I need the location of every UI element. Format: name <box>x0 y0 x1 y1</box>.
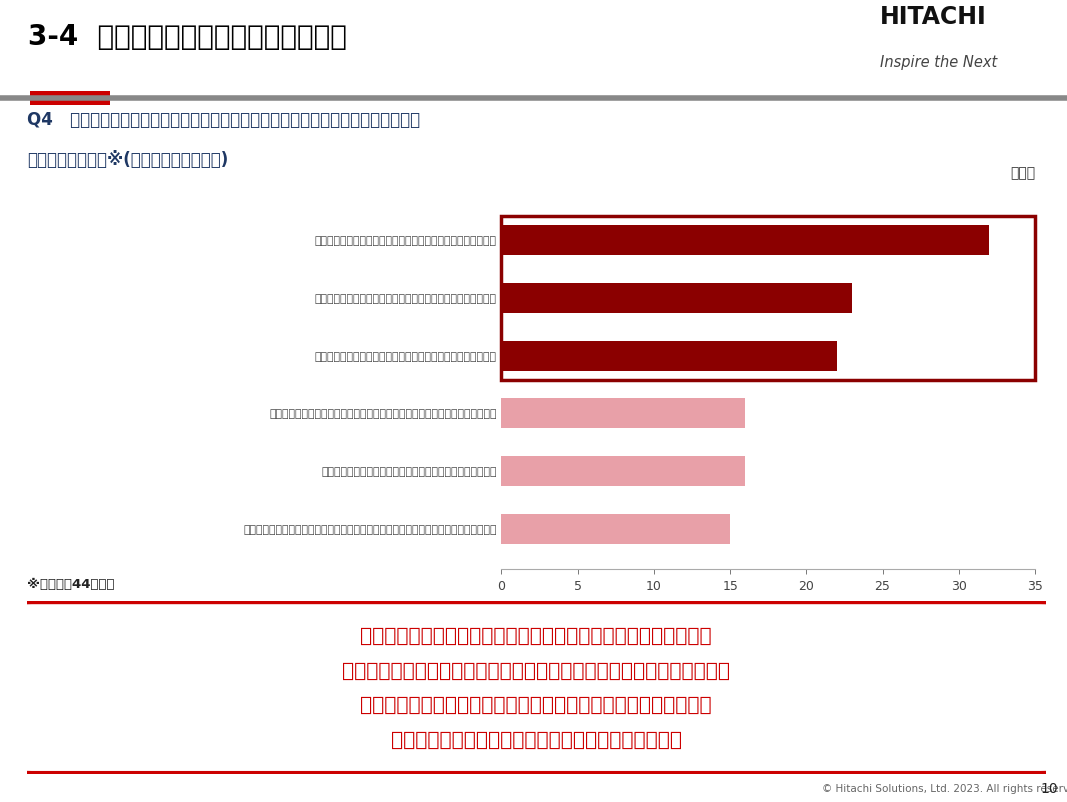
Text: Inspire the Next: Inspire the Next <box>880 55 998 70</box>
Text: 上司・同僚・部下とのコミュニケーション方法の変化に対応しなければならなくなった: 上司・同僚・部下とのコミュニケーション方法の変化に対応しなければならなくなった <box>243 524 497 534</box>
Text: 3-4  開発するプロジェクト内容の課題: 3-4 開発するプロジェクト内容の課題 <box>28 23 347 51</box>
Text: HITACHI: HITACHI <box>880 5 987 29</box>
Text: 10: 10 <box>1040 781 1058 796</box>
Bar <box>501 217 1035 380</box>
Text: Q4   勤務環境や、開発するプロジェクト内容が変化していく中で、新しく生まれた: Q4 勤務環境や、開発するプロジェクト内容が変化していく中で、新しく生まれた <box>27 111 419 128</box>
Bar <box>501 514 730 544</box>
Text: 新技術への対応に追われていることがわかりました。: 新技術への対応に追われていることがわかりました。 <box>391 730 682 749</box>
Bar <box>501 456 746 486</box>
Bar <box>501 226 989 256</box>
Text: 開発が求められるようになった」がもっとも多い結果に。また、新技術: 開発が求められるようになった」がもっとも多い結果に。また、新技術 <box>343 661 730 680</box>
Text: 社会情勢の変化に対応した勤務環境を用意する必要があった: 社会情勢の変化に対応した勤務環境を用意する必要があった <box>321 467 497 476</box>
Text: © Hitachi Solutions, Ltd. 2023. All rights reserved.: © Hitachi Solutions, Ltd. 2023. All righ… <box>822 784 1067 793</box>
Text: ※特にない44　除く: ※特にない44 除く <box>27 577 114 590</box>
FancyBboxPatch shape <box>16 602 1056 773</box>
Text: 今までになかった新しい技術の開発が求められるようになった: 今までになかった新しい技術の開発が求められるようになった <box>315 236 497 246</box>
Bar <box>501 284 853 314</box>
Text: に伴う予算・人材の獲得が同時に求められており、自動車業界は: に伴う予算・人材の獲得が同時に求められており、自動車業界は <box>361 695 712 715</box>
Text: 新しい技術開発のために必要な人材を獲得する必要が生まれた: 新しい技術開発のために必要な人材を獲得する必要が生まれた <box>315 351 497 361</box>
Text: 課題は何ですか。※(お答えはいくつでも): 課題は何ですか。※(お答えはいくつでも) <box>27 151 228 168</box>
Text: 新しい技術開発のために必要な予算を確保する必要が生まれた: 新しい技術開発のために必要な予算を確保する必要が生まれた <box>315 294 497 303</box>
Text: プロジェクトの方向性の変更によって、改めて計画を練り直す必要が出てきた: プロジェクトの方向性の変更によって、改めて計画を練り直す必要が出てきた <box>269 409 497 419</box>
Bar <box>501 399 746 429</box>
Text: 新しく生まれた課題としては、「今までになかった新しい技術の: 新しく生まれた課題としては、「今までになかった新しい技術の <box>361 626 712 646</box>
Text: （人）: （人） <box>1010 167 1036 180</box>
Bar <box>501 341 837 371</box>
Bar <box>30 91 110 106</box>
